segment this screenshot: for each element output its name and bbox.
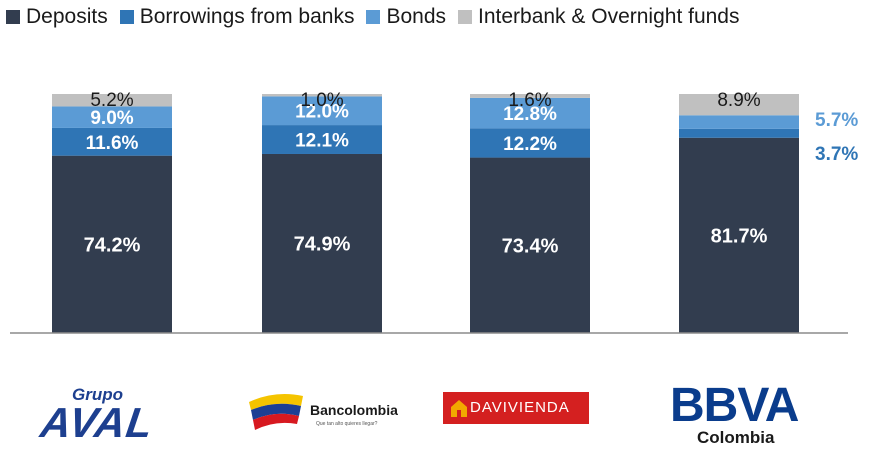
data-label: 11.6% (86, 133, 139, 154)
data-label: 81.7% (711, 225, 768, 247)
bar-segment (679, 94, 799, 116)
legend-swatch (366, 10, 381, 24)
bar-segment (52, 155, 172, 333)
davivienda-logo-background (443, 392, 589, 424)
data-label: 9.0% (90, 108, 133, 129)
data-label: 12.2% (503, 134, 557, 155)
data-label: 1.6% (508, 90, 551, 111)
data-label: 74.2% (84, 234, 141, 256)
data-label: 5.2% (90, 90, 133, 111)
legend-swatch (119, 10, 134, 24)
aval-logo-top-text: Grupo (72, 385, 123, 404)
davivienda-logo-text: DAVIVIENDA (470, 399, 570, 416)
data-label: 74.9% (294, 233, 351, 255)
legend-label: Borrowings from banks (139, 5, 355, 28)
legend-label: Interbank & Overnight funds (478, 5, 740, 28)
bancolombia-logo-text: Bancolombia (310, 402, 398, 418)
bar-segment (262, 153, 382, 333)
bar-segment (470, 94, 590, 98)
bbva-logo-text: BBVA (670, 379, 799, 432)
data-label: 73.4% (502, 235, 559, 257)
chart-legend: Deposits Borrowings from banks Bonds Interb… (6, 5, 752, 29)
legend-label: Deposits (26, 5, 108, 28)
data-label: 8.9% (717, 90, 760, 111)
legend-item: Interbank & Overnight funds (458, 5, 740, 29)
bar-segment (262, 94, 382, 97)
legend-swatch (6, 10, 20, 24)
legend-item: Deposits (6, 5, 108, 29)
bar-segment (470, 157, 590, 333)
bar-segment (52, 106, 172, 128)
bar-segment (470, 97, 590, 129)
data-label: 12.8% (503, 104, 557, 125)
bar-segment (679, 137, 799, 333)
bar-segment (52, 94, 172, 107)
bar-segment (679, 115, 799, 129)
legend-swatch (458, 10, 472, 24)
legend-label: Bonds (386, 5, 446, 28)
data-label: 12.1% (295, 131, 349, 152)
legend-item: Borrowings from banks (119, 5, 355, 29)
data-label: 5.7% (815, 110, 858, 131)
bar-segment (262, 125, 382, 154)
data-label: 1.0% (300, 90, 343, 111)
bar-segment (262, 96, 382, 126)
davivienda-house-icon (451, 400, 467, 417)
legend-item: Bonds (366, 5, 446, 29)
data-label: 12.0% (295, 102, 349, 123)
bar-segment (679, 128, 799, 138)
aval-logo-main-text: AVAL (37, 399, 157, 446)
bancolombia-logo-tagline: Que tan alto quieres llegar? (316, 421, 378, 427)
bancolombia-flag-icon (249, 394, 303, 430)
bar-segment (470, 128, 590, 158)
bbva-logo-subtext: Colombia (697, 428, 775, 447)
bar-segment (52, 127, 172, 156)
data-label: 3.7% (815, 144, 858, 165)
